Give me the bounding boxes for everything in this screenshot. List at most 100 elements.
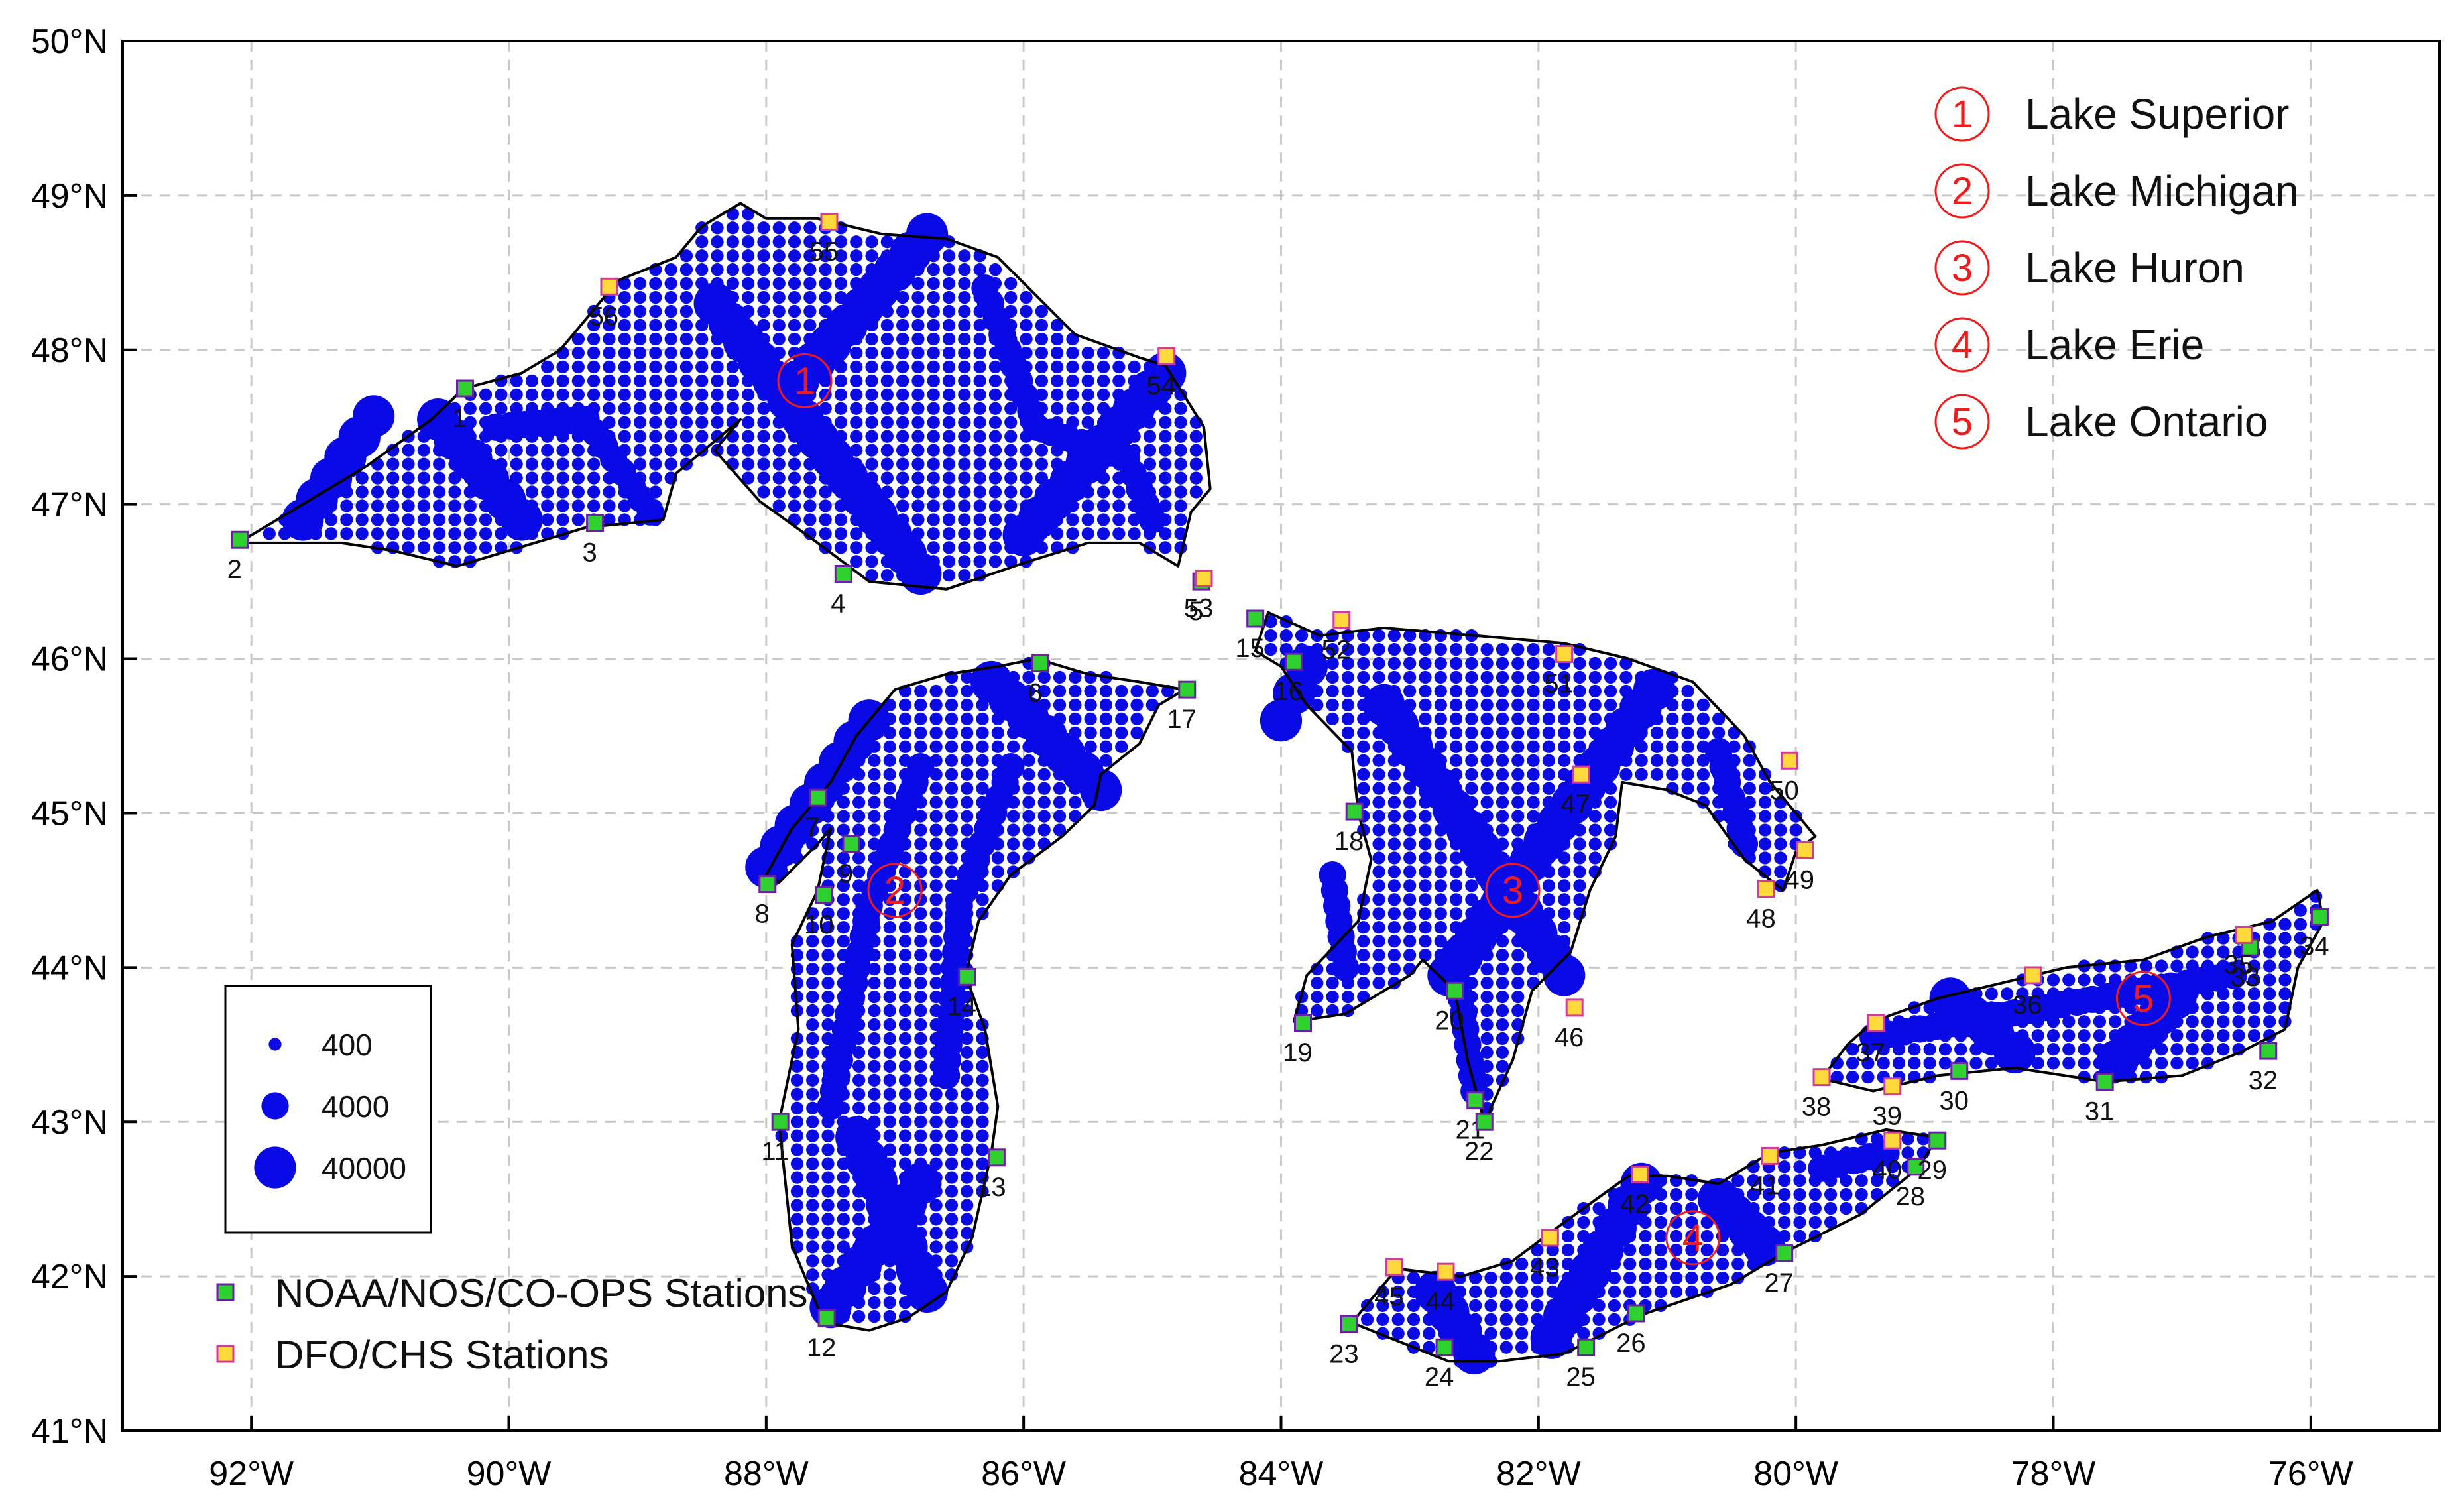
density-dot-small	[790, 1185, 804, 1198]
density-dot-small	[868, 1032, 881, 1046]
density-dot-small	[1700, 1243, 1714, 1257]
density-dot-small	[911, 290, 925, 304]
density-dot-small	[988, 499, 1002, 512]
density-dot-small	[1434, 656, 1447, 670]
density-dot-small	[1037, 684, 1051, 698]
station-label: 5	[1189, 597, 1203, 626]
density-dot-small	[603, 388, 616, 401]
density-dot-small	[1793, 1202, 1806, 1215]
density-dot-small	[1731, 1174, 1745, 1187]
density-dot-small	[417, 499, 430, 512]
density-dot-small	[973, 374, 986, 387]
density-dot-small	[1372, 629, 1385, 642]
density-dot-small	[1985, 1057, 1998, 1070]
density-dot-small	[898, 740, 912, 753]
density-dot-small	[914, 1143, 927, 1156]
density-dot-small	[898, 1087, 912, 1101]
density-dot-small	[942, 499, 956, 512]
density-dot-small	[898, 963, 912, 976]
density-dot-small	[1174, 457, 1187, 471]
density-dot-small	[868, 1310, 881, 1323]
density-dot-small	[945, 712, 959, 726]
x-tick-label: 92°W	[209, 1455, 294, 1493]
density-dot-small	[1892, 1057, 1906, 1070]
density-dot-small	[1588, 656, 1602, 670]
density-dot-small	[603, 304, 616, 318]
density-dot-small	[929, 949, 943, 962]
noaa-station-marker	[1031, 654, 1049, 673]
density-dot-small	[1434, 698, 1447, 712]
density-dot-small	[942, 471, 956, 485]
density-dot-small	[961, 712, 974, 726]
density-dot-small	[961, 1129, 974, 1142]
density-dot-small	[929, 684, 943, 698]
station-label: 28	[1895, 1182, 1925, 1211]
density-dot-small	[1573, 656, 1586, 670]
density-dot-large	[353, 395, 395, 438]
density-dot-small	[402, 471, 415, 485]
density-dot-small	[679, 388, 693, 401]
density-dot-small	[898, 921, 912, 934]
density-dot-small	[942, 457, 956, 471]
density-dot-small	[679, 304, 693, 318]
density-dot-small	[1326, 990, 1339, 1004]
density-dot-small	[976, 893, 989, 906]
station-label: 22	[1464, 1137, 1494, 1166]
density-dot-small	[1357, 782, 1370, 795]
density-dot-small	[1372, 976, 1385, 990]
density-dot-small	[1434, 893, 1447, 906]
density-dot-small	[1372, 670, 1385, 684]
density-dot-small	[1387, 810, 1401, 823]
density-dot-small	[929, 698, 943, 712]
density-dot-small	[1326, 698, 1339, 712]
density-dot-small	[1511, 726, 1525, 739]
density-dot-small	[1115, 740, 1128, 753]
density-dot-small	[806, 1073, 819, 1087]
lake-marker	[1485, 863, 1541, 918]
legend-station-label: DFO/CHS Stations	[275, 1333, 609, 1377]
density-dot-small	[821, 1185, 835, 1198]
density-dot-small	[865, 402, 878, 415]
density-dot-small	[1469, 1285, 1482, 1299]
density-dot-small	[788, 277, 801, 290]
density-dot-small	[1743, 782, 1756, 795]
density-dot-small	[973, 430, 986, 443]
density-dot-small	[821, 976, 835, 990]
density-dot-small	[1577, 1327, 1590, 1340]
density-dot-small	[1115, 684, 1128, 698]
density-dot-small	[976, 782, 989, 795]
density-dot-small	[958, 277, 971, 290]
station-label: 2	[227, 555, 242, 584]
noaa-station-marker	[2095, 1073, 2114, 1091]
density-dot-small	[880, 332, 894, 346]
station-label: 44	[1426, 1287, 1456, 1316]
density-dot-small	[510, 457, 523, 471]
dfo-station-marker	[1541, 1229, 1559, 1247]
density-dot-small	[1096, 346, 1110, 360]
density-dot-small	[1484, 1271, 1497, 1285]
density-dot-small	[806, 935, 819, 948]
density-dot-small	[852, 782, 866, 795]
density-dot-small	[852, 810, 866, 823]
density-dot-small	[1022, 851, 1035, 865]
noaa-station-marker	[1775, 1244, 1794, 1262]
density-dot-small	[695, 402, 709, 415]
density-dot-small	[958, 569, 971, 582]
density-dot-small	[896, 360, 909, 374]
density-dot-small	[1669, 1202, 1683, 1215]
density-dot-small	[1051, 388, 1064, 401]
density-dot-small	[1403, 949, 1417, 962]
density-dot-small	[1623, 1257, 1637, 1271]
density-dot-small	[929, 796, 943, 809]
density-dot-small	[1480, 670, 1494, 684]
station-label: 10	[804, 910, 834, 939]
density-dot-small	[556, 374, 569, 387]
density-dot-small	[806, 1213, 819, 1226]
station-label: 48	[1746, 904, 1776, 933]
density-dot-small	[541, 471, 554, 485]
density-dot-small	[1423, 1341, 1436, 1354]
noaa-station-marker	[842, 835, 860, 853]
density-dot-small	[898, 893, 912, 906]
station-label: 13	[976, 1173, 1006, 1202]
density-dot-small	[1527, 642, 1540, 656]
